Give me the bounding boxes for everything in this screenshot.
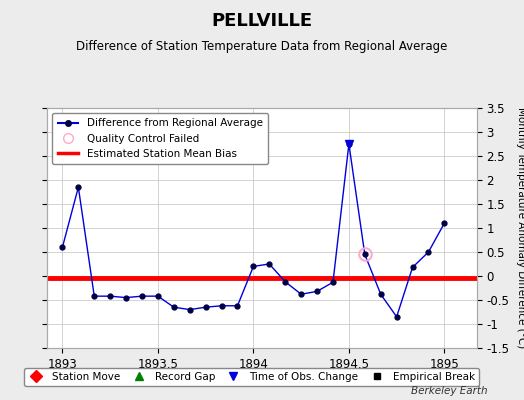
Text: Berkeley Earth: Berkeley Earth: [411, 386, 487, 396]
Text: PELLVILLE: PELLVILLE: [212, 12, 312, 30]
Y-axis label: Monthly Temperature Anomaly Difference (°C): Monthly Temperature Anomaly Difference (…: [516, 107, 524, 349]
Text: Difference of Station Temperature Data from Regional Average: Difference of Station Temperature Data f…: [77, 40, 447, 53]
Legend: Difference from Regional Average, Quality Control Failed, Estimated Station Mean: Difference from Regional Average, Qualit…: [52, 113, 268, 164]
Legend: Station Move, Record Gap, Time of Obs. Change, Empirical Break: Station Move, Record Gap, Time of Obs. C…: [24, 368, 479, 386]
